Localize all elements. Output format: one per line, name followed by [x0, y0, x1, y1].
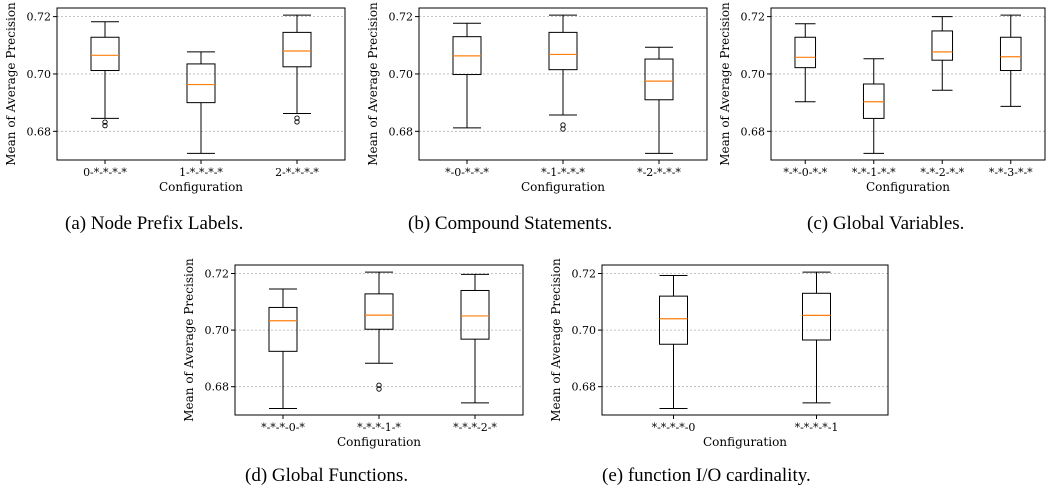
- box-body: [644, 58, 674, 101]
- y-axis-title: Mean of Average Precision: [366, 2, 380, 166]
- x-tick-label: *-*-*-1-*: [357, 421, 401, 434]
- x-axis-title: Configuration: [866, 180, 950, 194]
- caption-b: (b) Compound Statements.: [408, 213, 613, 234]
- plot-frame: [601, 264, 889, 416]
- box-1: [548, 14, 578, 132]
- box-0: [659, 274, 688, 409]
- y-tick-label: 0.70: [389, 68, 414, 81]
- x-tick-label: *-1-*-*-*: [541, 166, 585, 179]
- y-tick-label: 0.68: [389, 125, 414, 138]
- box-1: [862, 58, 885, 154]
- caption-a: (a) Node Prefix Labels.: [65, 213, 244, 234]
- x-tick-label: *-*-*-*-0: [652, 421, 696, 434]
- box-1: [364, 271, 394, 392]
- y-tick-label: 0.72: [27, 11, 52, 24]
- box-0: [794, 23, 817, 103]
- box-body: [794, 36, 817, 69]
- y-tick-label: 0.68: [741, 125, 766, 138]
- y-tick-label: 0.70: [205, 324, 230, 337]
- box-body: [999, 36, 1022, 72]
- plot-frame: [770, 7, 1046, 161]
- y-tick-label: 0.68: [572, 381, 597, 394]
- box-2: [282, 14, 312, 125]
- y-tick-label: 0.70: [741, 68, 766, 81]
- box-body: [282, 31, 312, 68]
- caption-d: (d) Global Functions.: [245, 465, 409, 486]
- box-body: [268, 306, 298, 352]
- chart-panel-b: 0.68 0.70 0.72 *-0-*-*-* *-1-*-*-* *-2-*-*-* C…: [362, 0, 714, 240]
- chart-panel-a: 0.68 0.70 0.72 0-*-*-*-* 1-*-*-*-* 2-*-*-*-* C…: [0, 0, 352, 240]
- x-axis-title: Configuration: [159, 180, 243, 194]
- boxplot-a: 0.68 0.70 0.72 0-*-*-*-* 1-*-*-*-* 2-*-*-*-* C…: [4, 2, 346, 194]
- box-body: [802, 292, 831, 341]
- box-2: [931, 16, 954, 91]
- chart-panel-c: 0.68 0.70 0.72 *-*-0-*-* *-*-1-*-* *-*-2-*-* *…: [718, 0, 1058, 240]
- chart-panel-d: 0.68 0.70 0.72 *-*-*-0-* *-*-*-1-* *-*-*-2-* C…: [178, 255, 530, 493]
- outlier-point: [294, 115, 300, 121]
- boxplot-c: 0.68 0.70 0.72 *-*-0-*-* *-*-1-*-* *-*-2-*-* *…: [718, 2, 1046, 194]
- x-tick-label: *-*-*-0-*: [261, 421, 305, 434]
- box-0: [452, 22, 482, 129]
- y-axis-title: Mean of Average Precision: [182, 258, 196, 422]
- y-tick-label: 0.68: [27, 125, 52, 138]
- x-tick-label: 2-*-*-*-*: [275, 166, 319, 179]
- y-axis-title: Mean of Average Precision: [4, 2, 18, 166]
- outlier-point: [102, 122, 108, 129]
- x-axis-title: Configuration: [521, 180, 605, 194]
- y-tick-label: 0.70: [27, 68, 52, 81]
- box-0: [268, 288, 298, 409]
- box-body: [364, 293, 394, 330]
- box-body: [862, 83, 885, 119]
- x-tick-label: *-*-1-*-*: [852, 166, 896, 179]
- y-tick-label: 0.72: [741, 11, 766, 24]
- x-tick-label: *-*-*-*-1: [795, 421, 839, 434]
- x-tick-label: 0-*-*-*-*: [83, 166, 127, 179]
- box-body: [931, 30, 954, 61]
- outlier-point: [560, 122, 566, 128]
- x-axis-title: Configuration: [337, 435, 421, 449]
- x-tick-label: *-0-*-*-*: [445, 166, 489, 179]
- y-tick-label: 0.68: [205, 381, 230, 394]
- x-tick-label: *-*-3-*-*: [989, 166, 1033, 179]
- x-axis-title: Configuration: [703, 435, 787, 449]
- box-body: [186, 63, 216, 104]
- chart-panel-e: 0.68 0.70 0.72 *-*-*-*-0 *-*-*-*-1 Configurat…: [549, 255, 902, 493]
- x-tick-label: *-*-0-*-*: [783, 166, 827, 179]
- outlier-point: [294, 119, 300, 125]
- box-body: [90, 36, 120, 72]
- box-3: [999, 14, 1022, 107]
- box-1: [802, 271, 831, 404]
- y-axis-title: Mean of Average Precision: [718, 2, 732, 166]
- x-tick-label: *-*-*-2-*: [453, 421, 497, 434]
- box-2: [644, 46, 674, 154]
- box-body: [548, 31, 578, 71]
- caption-e: (e) function I/O cardinality.: [602, 465, 811, 486]
- y-tick-label: 0.70: [572, 324, 597, 337]
- boxplot-b: 0.68 0.70 0.72 *-0-*-*-* *-1-*-*-* *-2-*-*-* C…: [366, 2, 708, 194]
- box-2: [460, 273, 490, 404]
- outlier-point: [376, 382, 382, 388]
- boxplot-d: 0.68 0.70 0.72 *-*-*-0-* *-*-*-1-* *-*-*-2-* C…: [182, 258, 524, 449]
- box-1: [186, 51, 216, 154]
- outlier-point: [376, 386, 382, 392]
- caption-c: (c) Global Variables.: [807, 213, 965, 234]
- box-body: [460, 289, 490, 340]
- y-tick-label: 0.72: [389, 11, 414, 24]
- box-0: [90, 21, 120, 129]
- boxplot-e: 0.68 0.70 0.72 *-*-*-*-0 *-*-*-*-1 Configurat…: [549, 258, 889, 449]
- y-tick-label: 0.72: [205, 267, 230, 280]
- outlier-point: [102, 119, 108, 125]
- y-tick-label: 0.72: [572, 267, 597, 280]
- x-tick-label: *-2-*-*-*: [637, 166, 681, 179]
- x-tick-label: 1-*-*-*-*: [179, 166, 223, 179]
- box-body: [659, 295, 688, 345]
- x-tick-label: *-*-2-*-*: [920, 166, 964, 179]
- y-axis-title: Mean of Average Precision: [549, 258, 563, 422]
